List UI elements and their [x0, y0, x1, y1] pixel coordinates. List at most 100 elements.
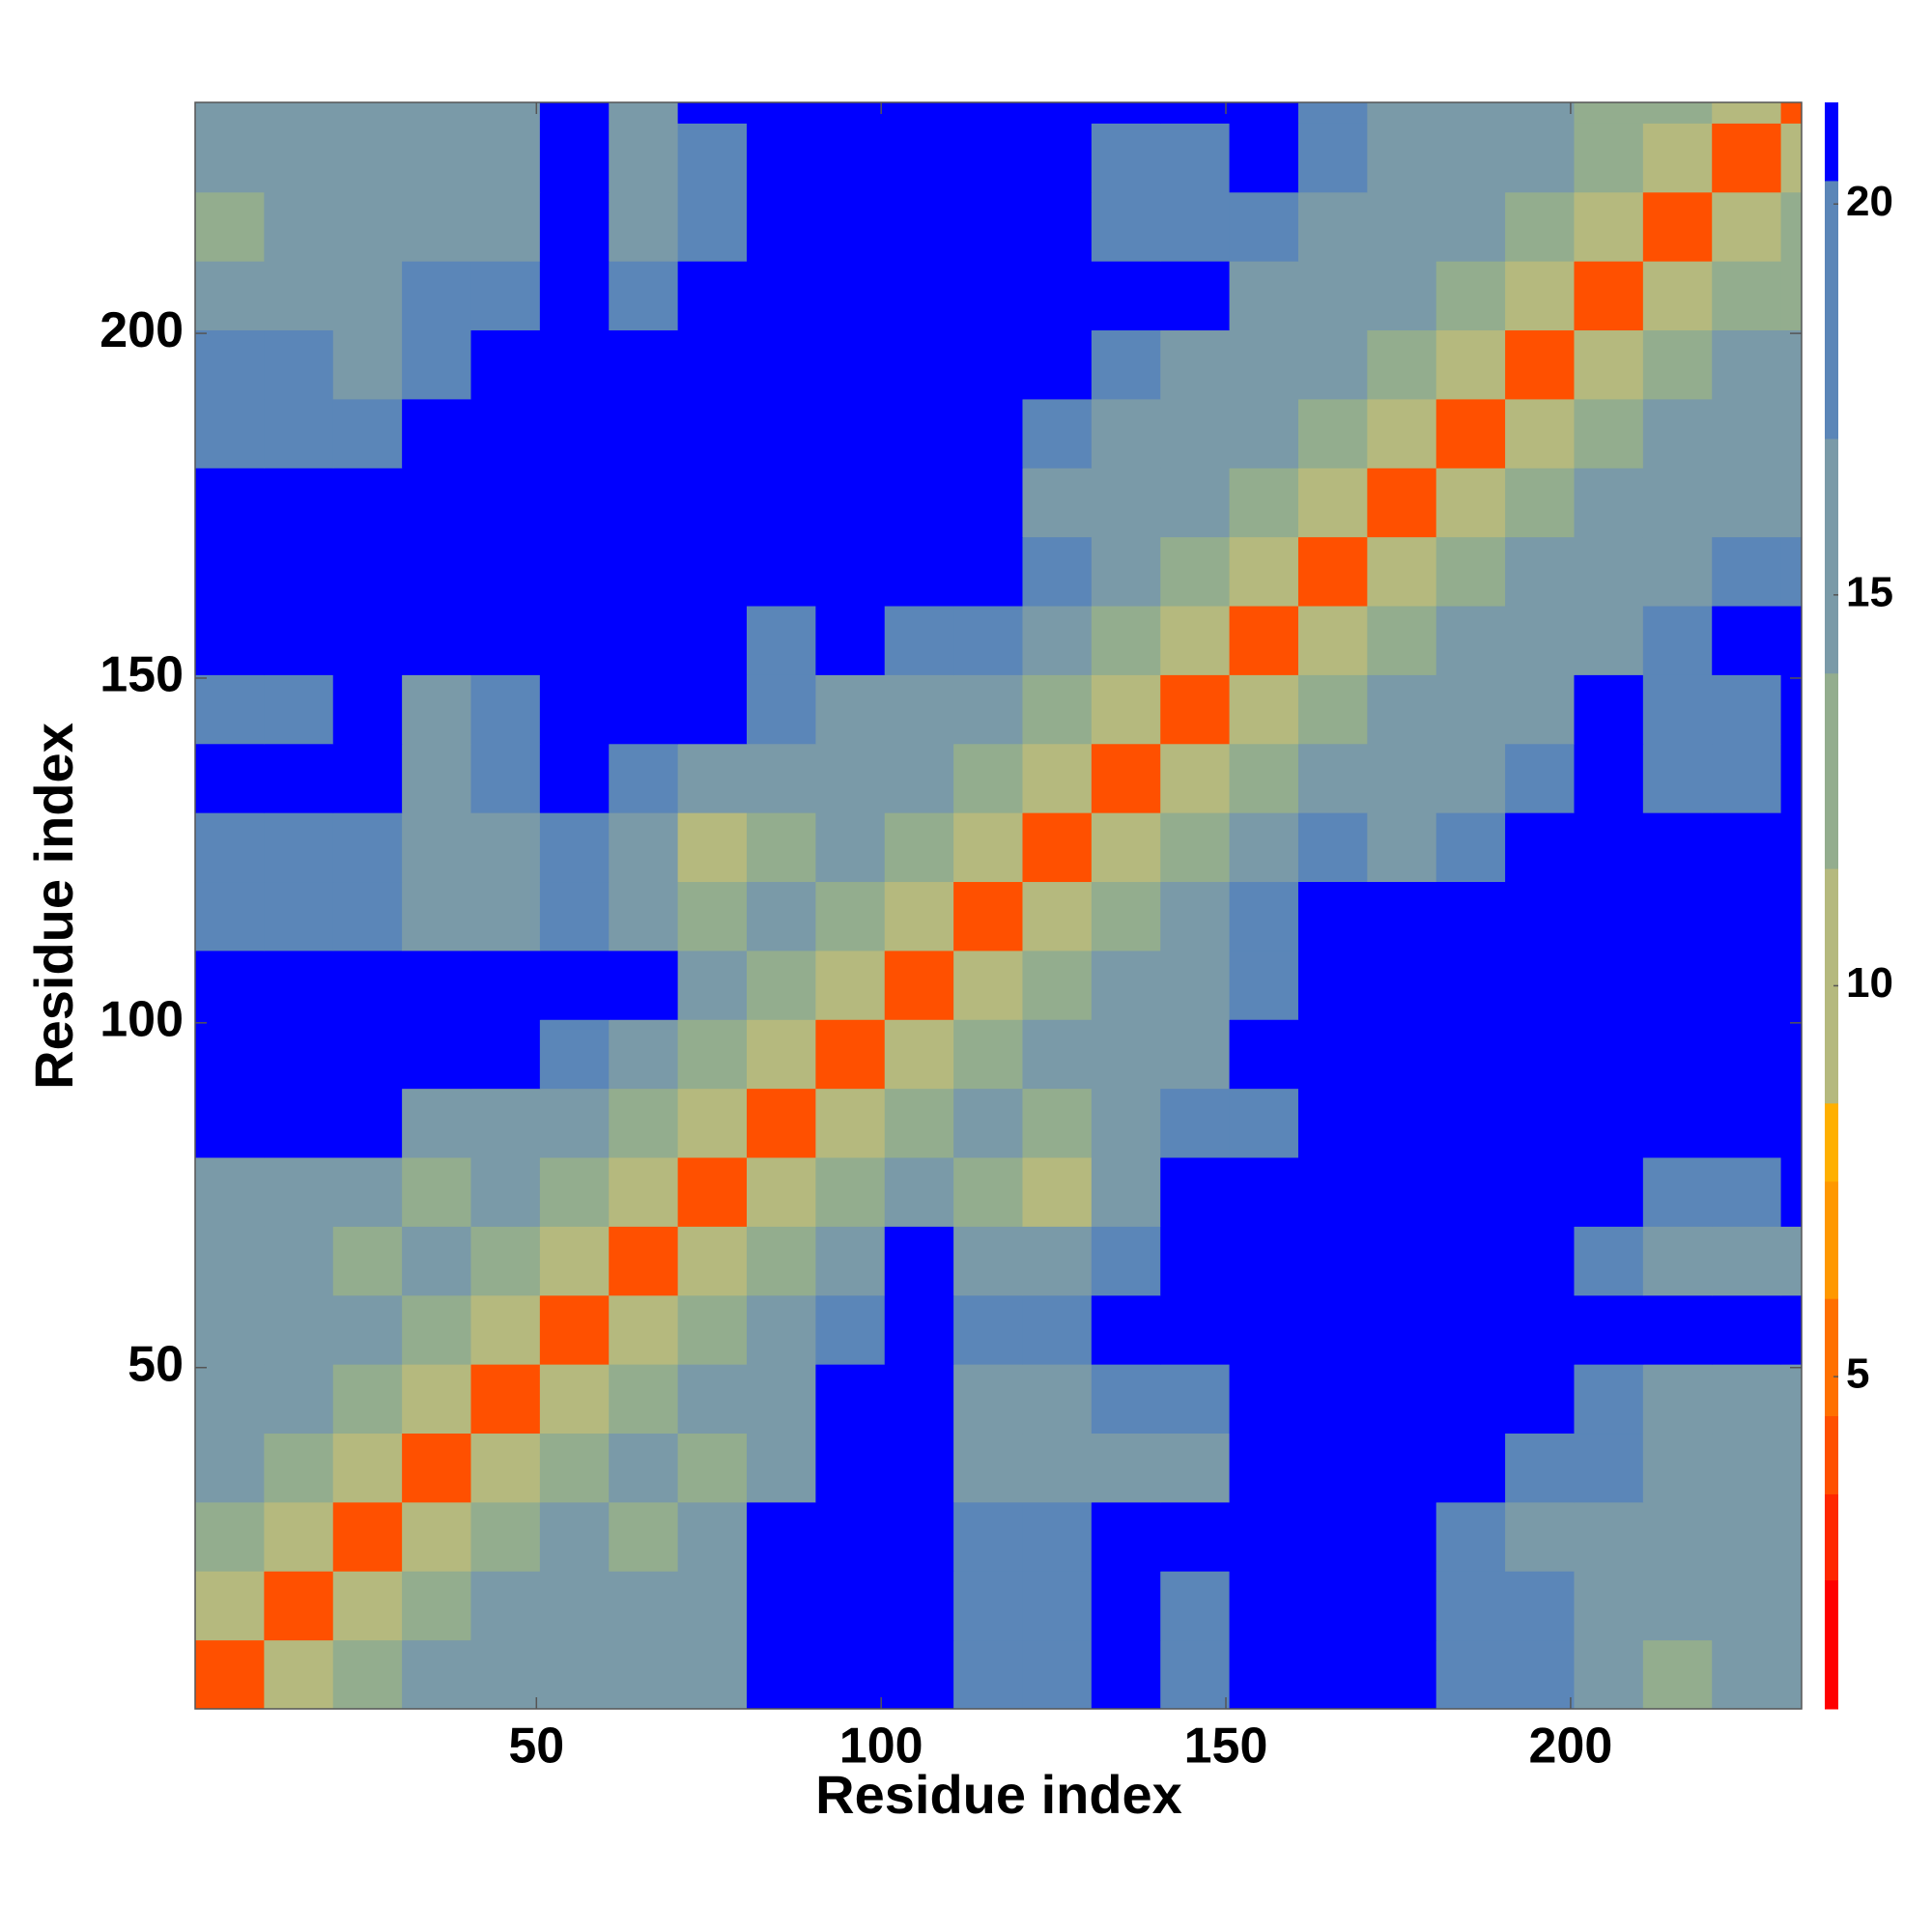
cell: [884, 468, 954, 538]
cell: [1435, 1433, 1506, 1503]
cell: [1574, 1364, 1644, 1435]
cell: [1642, 536, 1713, 607]
cell: [1091, 1501, 1161, 1572]
cell: [953, 1433, 1023, 1503]
cell: [1091, 1019, 1161, 1090]
cell: [815, 1364, 886, 1435]
cell: [402, 743, 471, 813]
cell: [402, 1088, 471, 1158]
cell: [746, 1364, 816, 1435]
cell: [953, 1501, 1023, 1572]
cell: [539, 881, 610, 952]
cell: [815, 950, 886, 1020]
y-tick-label: 200: [99, 302, 184, 358]
cell: [815, 123, 886, 193]
cell: [470, 674, 541, 745]
cell: [1297, 1226, 1368, 1296]
cell: [402, 329, 471, 400]
cell: [402, 1226, 471, 1296]
cell: [402, 881, 471, 952]
cell: [470, 261, 541, 331]
cell: [1574, 536, 1644, 607]
y-tick-label: 150: [99, 647, 184, 703]
cell: [1780, 1157, 1803, 1227]
cell: [1505, 1088, 1575, 1158]
cell: [539, 743, 610, 813]
cell: [1505, 102, 1575, 124]
cell: [1022, 881, 1093, 952]
cell: [1642, 674, 1713, 745]
cell: [195, 881, 265, 952]
cell: [953, 812, 1023, 883]
cell: [953, 191, 1023, 262]
cell: [1642, 1433, 1713, 1503]
cell: [1505, 1364, 1575, 1435]
colorbar-tick-label: 5: [1846, 1350, 1869, 1398]
cell: [953, 950, 1023, 1020]
colorbar-segment: [1825, 1493, 1838, 1580]
cell: [815, 1433, 886, 1503]
cell: [195, 812, 265, 883]
cell: [884, 329, 954, 400]
cell: [1160, 743, 1231, 813]
cell: [1712, 743, 1782, 813]
cell: [402, 950, 471, 1020]
cell: [1091, 1157, 1161, 1227]
cell: [332, 1294, 403, 1365]
cell: [1229, 950, 1299, 1020]
cell: [402, 468, 471, 538]
cell: [402, 674, 471, 745]
cell: [1505, 536, 1575, 607]
cell: [1160, 1226, 1231, 1296]
y-axis-label: Residue index: [23, 723, 84, 1090]
cell: [746, 1157, 816, 1227]
cell: [195, 102, 265, 124]
cell: [1091, 1639, 1161, 1710]
cell: [264, 536, 334, 607]
cell: [1091, 1088, 1161, 1158]
cell: [953, 743, 1023, 813]
cell: [1160, 1294, 1231, 1365]
cell: [1505, 261, 1575, 331]
cell: [1780, 674, 1803, 745]
cell: [539, 1294, 610, 1365]
cell: [1642, 398, 1713, 469]
cell: [539, 536, 610, 607]
cell: [1780, 191, 1803, 262]
cell: [1712, 1433, 1782, 1503]
cell: [884, 1157, 954, 1227]
cell: [677, 674, 748, 745]
cell: [1229, 743, 1299, 813]
cell: [1505, 1571, 1575, 1641]
cell: [1505, 1019, 1575, 1090]
cell: [1367, 1571, 1437, 1641]
cell: [1435, 606, 1506, 675]
cell: [1022, 1571, 1093, 1641]
cell: [1435, 102, 1506, 124]
cell: [746, 398, 816, 469]
cell: [1505, 950, 1575, 1020]
y-tick-label: 50: [128, 1336, 184, 1392]
cell: [1780, 1019, 1803, 1090]
cell: [815, 1157, 886, 1227]
cell: [746, 881, 816, 952]
cell: [1642, 812, 1713, 883]
cell: [609, 950, 679, 1020]
cell: [332, 329, 403, 400]
cell: [1160, 1571, 1231, 1641]
cell: [677, 1019, 748, 1090]
cell: [884, 191, 954, 262]
cell: [884, 1364, 954, 1435]
cell: [1367, 881, 1437, 952]
cell: [1229, 1157, 1299, 1227]
cell: [609, 1088, 679, 1158]
cell: [1780, 398, 1803, 469]
cell: [815, 102, 886, 124]
cell: [1574, 1294, 1644, 1365]
cell: [884, 743, 954, 813]
cell: [1574, 1019, 1644, 1090]
cell: [1160, 102, 1231, 124]
cell: [1367, 1019, 1437, 1090]
cell: [953, 102, 1023, 124]
cell: [677, 1226, 748, 1296]
